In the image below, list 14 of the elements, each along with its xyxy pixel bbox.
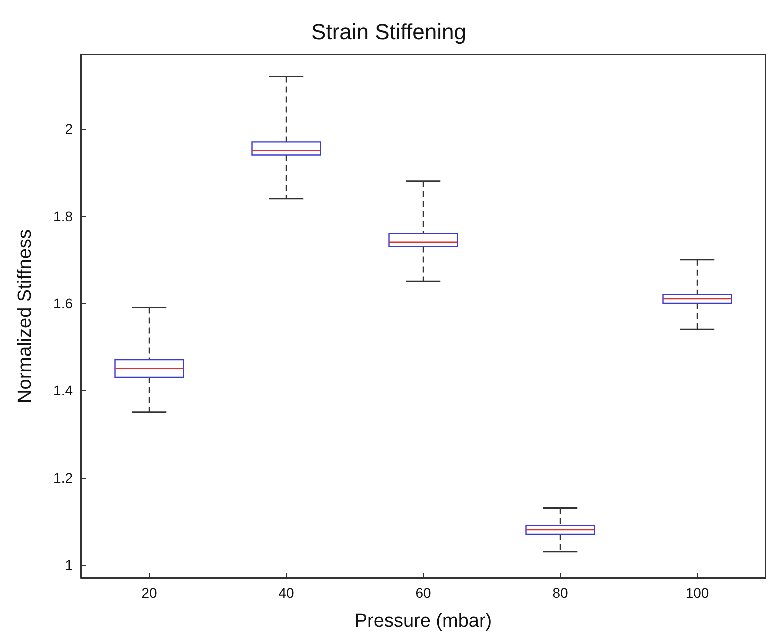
x-tick-label: 20: [142, 585, 158, 601]
x-tick-label: 40: [278, 585, 294, 601]
y-tick-label: 1.2: [54, 470, 74, 486]
y-tick-label: 1.8: [54, 208, 74, 224]
y-tick-label: 1: [65, 556, 74, 573]
x-tick-label: 60: [416, 585, 432, 601]
x-axis-title: Pressure (mbar): [354, 611, 492, 632]
y-axis-title: Normalized Stiffness: [15, 230, 36, 404]
y-tick-label: 1.4: [54, 382, 74, 399]
y-tick-label: 2: [65, 121, 74, 138]
x-tick-label: 100: [686, 585, 710, 601]
chart-title: Strain Stiffening: [312, 20, 466, 44]
y-tick-label: 1.6: [54, 295, 74, 312]
x-tick-label: 80: [552, 585, 568, 601]
